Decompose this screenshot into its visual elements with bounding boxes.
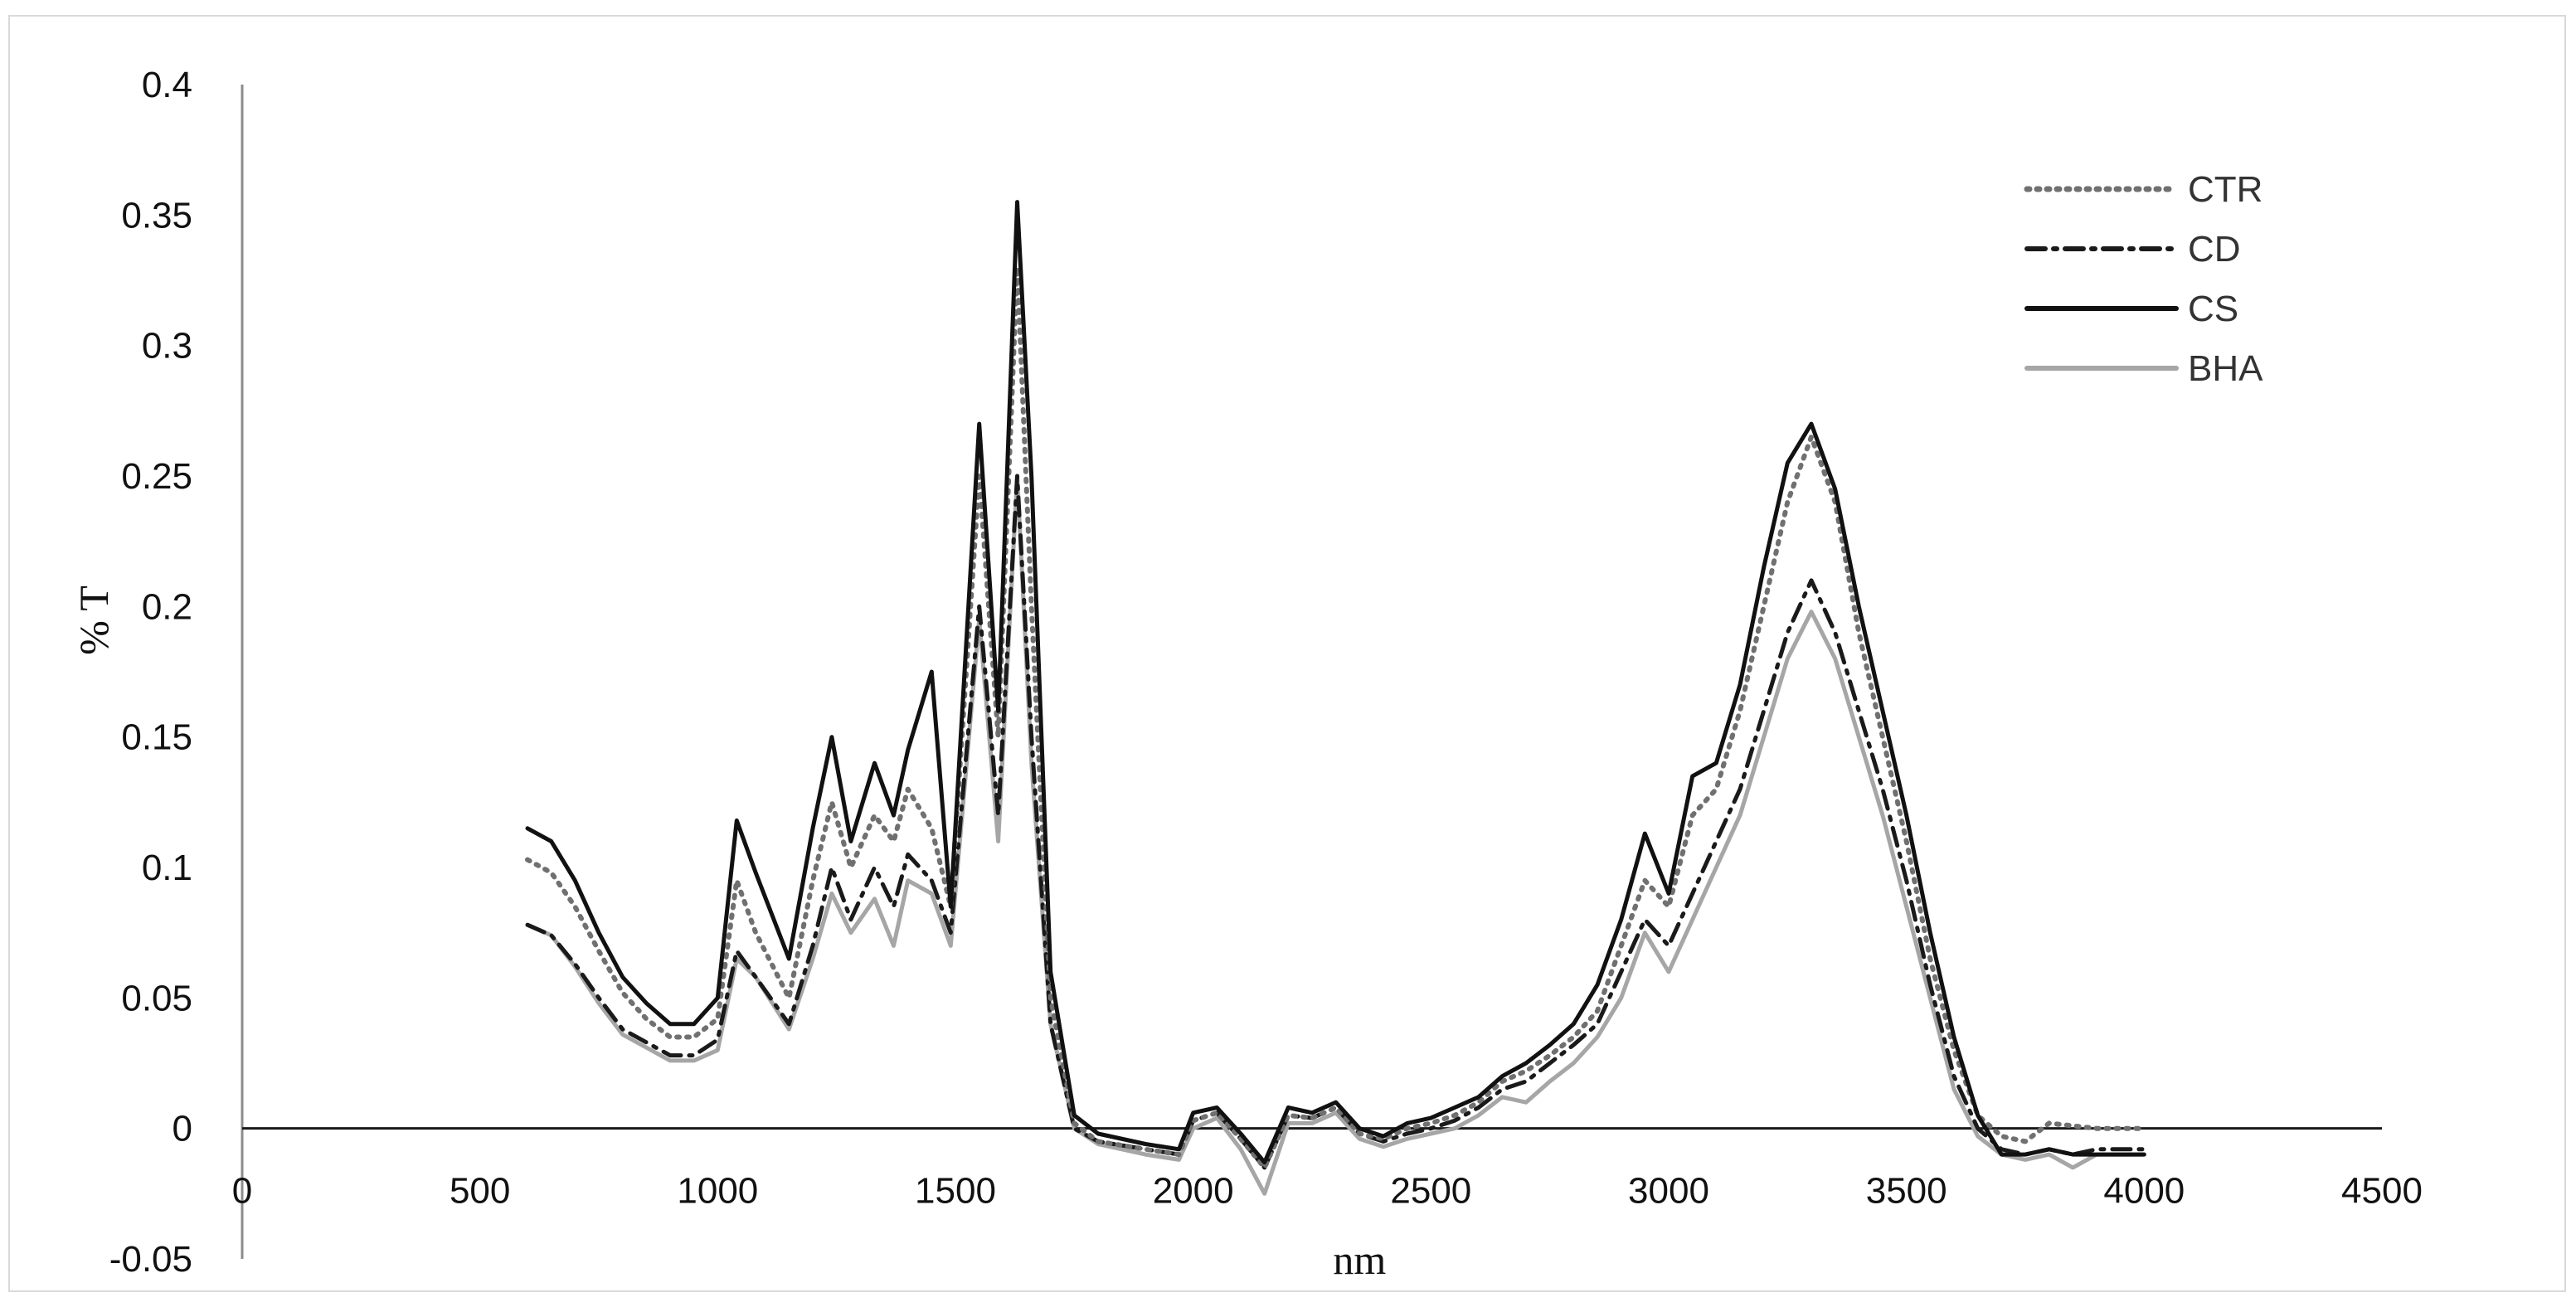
y-tick-label: 0.2 (142, 586, 192, 627)
legend: CTR CD CS BHA (2024, 169, 2263, 389)
y-tick-label: 0.25 (121, 456, 192, 497)
y-axis-title: % T (70, 585, 117, 655)
x-tick-label: 4500 (2341, 1171, 2423, 1212)
y-tick-label: 0.4 (142, 65, 192, 105)
y-tick-label: 0.3 (142, 326, 192, 367)
legend-label-cd: CD (2188, 229, 2241, 270)
chart-frame: -0.05 0 0.05 0.1 0.15 0.2 0.25 0.3 0.35 0.4 0 500 1… (8, 15, 2566, 1292)
x-tick-labels: 0 500 1000 1500 2000 2500 3000 3500 4000 4500 (232, 1171, 2423, 1212)
line-chart: -0.05 0 0.05 0.1 0.15 0.2 0.25 0.3 0.35 0.4 0 500 1… (70, 65, 2423, 1283)
y-tick-label: 0.15 (121, 717, 192, 758)
x-tick-label: 4000 (2103, 1171, 2185, 1212)
legend-label-bha: BHA (2188, 348, 2263, 389)
x-tick-label: 3000 (1628, 1171, 1709, 1212)
x-tick-label: 1000 (677, 1171, 758, 1212)
y-tick-label: 0.1 (142, 848, 192, 888)
y-tick-label: 0.35 (121, 195, 192, 236)
y-tick-label: 0 (173, 1109, 192, 1149)
series (525, 200, 2147, 1196)
series-line-cs (525, 200, 2146, 1165)
y-tick-labels: -0.05 0 0.05 0.1 0.15 0.2 0.25 0.3 0.35 0.4 (109, 65, 192, 1280)
x-axis-title: nm (1333, 1237, 1386, 1283)
axes (241, 85, 2382, 1259)
series-line-ctr (525, 265, 2147, 1170)
x-tick-label: 0 (232, 1171, 252, 1212)
x-tick-label: 3500 (1866, 1171, 1947, 1212)
x-tick-label: 500 (450, 1171, 510, 1212)
legend-label-ctr: CTR (2188, 169, 2263, 210)
y-tick-label: 0.05 (121, 978, 192, 1018)
y-tick-label: -0.05 (109, 1239, 192, 1280)
x-tick-label: 1500 (915, 1171, 996, 1212)
x-tick-label: 2500 (1390, 1171, 1471, 1212)
x-tick-label: 2000 (1153, 1171, 1234, 1212)
series-line-bha (525, 474, 2146, 1196)
legend-label-cs: CS (2188, 289, 2238, 329)
